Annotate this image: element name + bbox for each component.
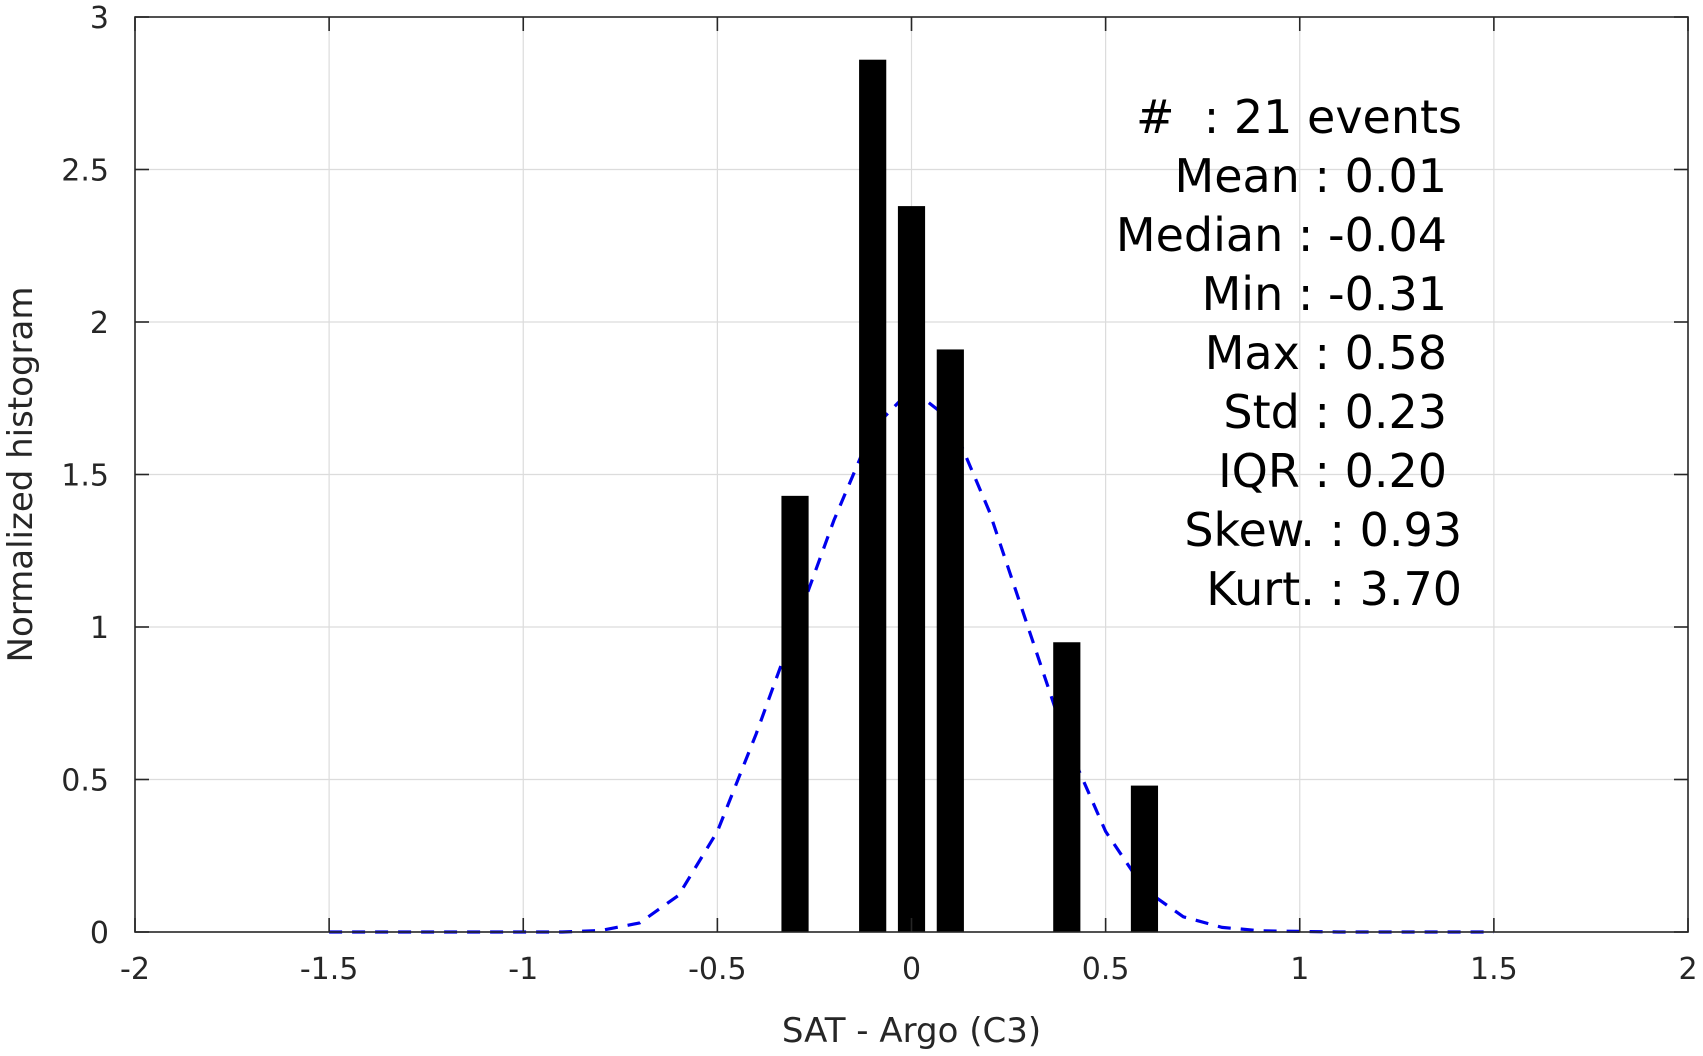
axes-frame xyxy=(134,16,1689,933)
y-tick-label-4: 2 xyxy=(90,306,109,341)
stat-line-5: Std : 0.23 xyxy=(1223,385,1447,439)
x-tick-label-7: 1.5 xyxy=(1470,952,1518,987)
stat-line-2: Median : -0.04 xyxy=(1116,208,1447,262)
bar-2 xyxy=(897,206,926,933)
bar-0 xyxy=(781,495,809,932)
x-tick-labels: -2 -1.5 -1 -0.5 0 0.5 1 1.5 2 xyxy=(120,952,1698,987)
x-tick-label-6: 1 xyxy=(1290,952,1309,987)
stat-line-6: IQR : 0.20 xyxy=(1218,444,1447,498)
y-tick-label-5: 2.5 xyxy=(61,154,109,189)
y-tick-label-6: 3 xyxy=(90,1,109,36)
y-tick-labels: 0 0.5 1 1.5 2 2.5 3 xyxy=(61,1,109,951)
y-tick-label-3: 1.5 xyxy=(61,459,109,494)
x-tick-label-5: 0.5 xyxy=(1082,952,1130,987)
x-tick-label-8: 2 xyxy=(1678,952,1697,987)
x-tick-label-1: -1.5 xyxy=(300,952,359,987)
x-tick-label-4: 0 xyxy=(902,952,921,987)
stat-line-1: Mean : 0.01 xyxy=(1175,149,1448,203)
x-tick-label-0: -2 xyxy=(120,952,150,987)
bar-1 xyxy=(859,59,887,932)
x-axis-label: SAT - Argo (C3) xyxy=(782,1011,1041,1051)
bar-3 xyxy=(936,349,964,932)
stat-line-3: Min : -0.31 xyxy=(1202,267,1447,321)
bar-5 xyxy=(1130,785,1159,932)
stat-line-0: # : 21 events xyxy=(1136,90,1462,144)
x-tick-label-3: -0.5 xyxy=(688,952,747,987)
stat-line-8: Kurt. : 3.70 xyxy=(1206,562,1462,616)
stat-line-7: Skew. : 0.93 xyxy=(1184,503,1462,557)
y-axis-label: Normalized histogram xyxy=(1,287,41,663)
stat-line-4: Max : 0.58 xyxy=(1205,326,1447,380)
x-tick-label-2: -1 xyxy=(508,952,538,987)
bar-4 xyxy=(1053,642,1081,932)
y-tick-label-2: 1 xyxy=(90,611,109,646)
y-tick-label-0: 0 xyxy=(90,916,109,951)
bars-layer xyxy=(781,59,1159,933)
y-tick-label-1: 0.5 xyxy=(61,764,109,799)
